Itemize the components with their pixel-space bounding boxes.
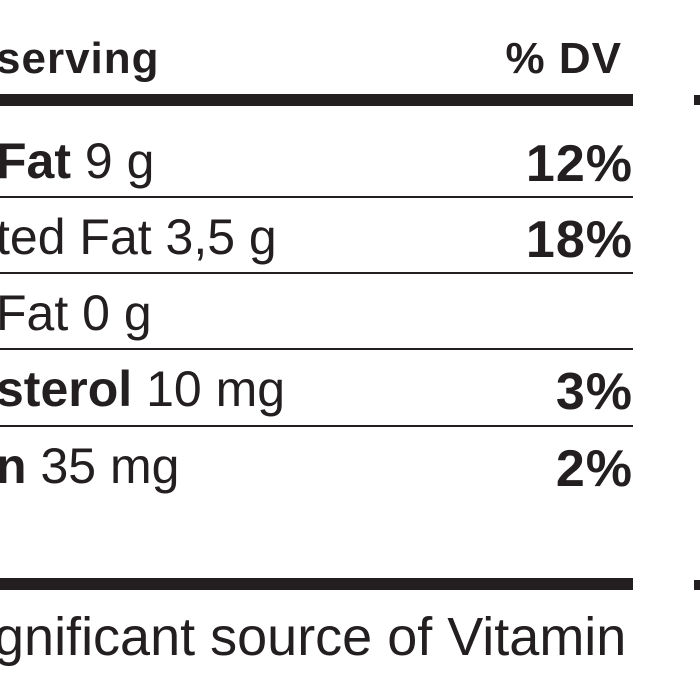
thin-rule (0, 348, 633, 350)
nutrient-amount: 10 mg (146, 361, 286, 417)
thick-rule (0, 578, 633, 590)
nutrient-row: Fat 9 g 12% (0, 122, 633, 198)
nutrient-amount: Fat 0 g (0, 285, 152, 341)
nutrient-name: Fat 9 g (0, 132, 154, 190)
nutrient-name: Fat 0 g (0, 284, 152, 342)
thin-rule (0, 196, 633, 198)
edge-mark (694, 580, 700, 590)
thin-rule (0, 272, 633, 274)
daily-value: 12% (525, 135, 633, 193)
nutrient-amount: ted Fat 3,5 g (0, 209, 277, 265)
serving-header: serving (0, 34, 160, 83)
daily-value: 2% (555, 440, 633, 498)
nutrient-name: sterol 10 mg (0, 360, 285, 418)
nutrient-bold: n (0, 438, 27, 494)
nutrient-row: ted Fat 3,5 g 18% (0, 198, 633, 274)
daily-value: 18% (525, 211, 633, 269)
footnote: gnificant source of Vitamin (0, 607, 627, 667)
thin-rule (0, 425, 633, 427)
nutrient-name: n 35 mg (0, 437, 179, 495)
nutrient-amount: 35 mg (40, 438, 180, 494)
edge-mark (694, 95, 700, 105)
nutrient-bold: Fat (0, 133, 71, 189)
nutrient-bold: sterol (0, 361, 133, 417)
thick-rule (0, 94, 633, 106)
nutrient-name: ted Fat 3,5 g (0, 208, 277, 266)
dv-header: % DV (505, 34, 622, 83)
nutrient-amount: 9 g (84, 133, 155, 189)
nutrient-row: sterol 10 mg 3% (0, 350, 633, 426)
nutrient-row: n 35 mg 2% (0, 427, 633, 503)
nutrient-row: Fat 0 g (0, 274, 633, 350)
daily-value: 3% (555, 363, 633, 421)
